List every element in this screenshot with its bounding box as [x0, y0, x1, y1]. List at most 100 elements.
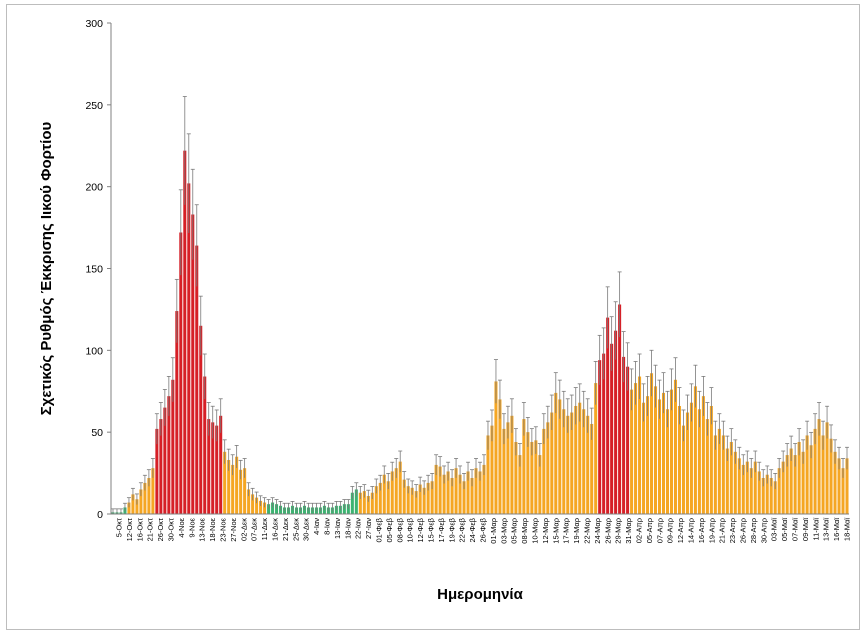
- bar-series: [111, 150, 849, 515]
- x-tick-label: 12-Απρ: [676, 518, 685, 543]
- x-tick-label: 05-Απρ: [645, 518, 654, 543]
- x-tick-label: 24-Φεβ: [468, 517, 477, 542]
- bar: [554, 392, 558, 514]
- bar: [681, 425, 685, 514]
- x-tick-label: 12-Μαρ: [541, 518, 550, 544]
- bar: [578, 402, 582, 514]
- bar: [490, 425, 494, 514]
- bar: [837, 458, 841, 514]
- x-tick-label: 16-Οκτ: [135, 518, 144, 541]
- bar: [634, 383, 638, 514]
- bar: [362, 491, 366, 514]
- bar: [474, 468, 478, 514]
- bar: [793, 455, 797, 514]
- x-tick-label: 21-Απρ: [718, 518, 727, 543]
- x-tick-label: 28-Απρ: [749, 518, 758, 543]
- x-tick-label: 29-Μαρ: [614, 518, 623, 544]
- bar: [510, 415, 514, 514]
- bar: [618, 304, 622, 514]
- bar: [785, 455, 789, 514]
- x-tick-label: 07-Απρ: [655, 518, 664, 543]
- bar: [534, 440, 538, 514]
- bar: [773, 481, 777, 514]
- bar: [450, 477, 454, 514]
- bar: [833, 451, 837, 514]
- bar: [470, 477, 474, 514]
- bar: [263, 502, 267, 514]
- bar: [462, 481, 466, 514]
- y-tick-label: 100: [85, 345, 103, 357]
- bar: [558, 399, 562, 514]
- bar: [626, 366, 630, 514]
- x-tick-label: 11-Δεκ: [260, 518, 269, 541]
- x-tick-label: 08-Φεβ: [395, 517, 404, 542]
- bar: [606, 317, 610, 514]
- bar: [406, 486, 410, 514]
- bar: [259, 500, 263, 514]
- bar: [466, 471, 470, 514]
- bar: [370, 492, 374, 514]
- x-tick-label: 30-Απρ: [759, 518, 768, 543]
- bar: [191, 214, 195, 515]
- bar: [813, 428, 817, 514]
- bar: [582, 409, 586, 514]
- x-tick-label: 21-Δεκ: [281, 518, 290, 541]
- bar: [546, 422, 550, 514]
- bar: [642, 402, 646, 514]
- bar: [147, 477, 151, 514]
- bar: [566, 415, 570, 514]
- bar: [530, 441, 534, 514]
- bar: [769, 477, 773, 514]
- bar: [705, 419, 709, 514]
- bar: [235, 456, 239, 514]
- bar: [570, 412, 574, 514]
- bar: [753, 461, 757, 514]
- y-tick-label: 50: [91, 427, 103, 439]
- bar: [542, 428, 546, 514]
- x-tick-label: 19-Μαρ: [572, 518, 581, 544]
- bar: [434, 464, 438, 514]
- y-tick-label: 0: [97, 509, 103, 521]
- x-tick-label: 01-Μαρ: [489, 518, 498, 544]
- bar: [414, 491, 418, 514]
- x-tick-label: 22-Φεβ: [458, 517, 467, 542]
- bar: [646, 396, 650, 514]
- bar: [765, 474, 769, 514]
- x-tick-label: 18-Μαϊ: [843, 518, 852, 541]
- bar: [167, 396, 171, 514]
- bar: [171, 379, 175, 514]
- x-tick-label: 30-Δεκ: [302, 518, 311, 541]
- bar: [458, 474, 462, 514]
- bar: [271, 502, 275, 514]
- bar: [402, 479, 406, 514]
- bar: [275, 504, 279, 514]
- bar: [594, 383, 598, 514]
- bar: [821, 435, 825, 514]
- x-tick-label: 01-Φεβ: [375, 517, 384, 542]
- y-tick-label: 250: [85, 100, 103, 112]
- x-tick-label: 25-Δεκ: [291, 518, 300, 541]
- x-tick-label: 22-Ιαν: [354, 518, 363, 539]
- x-tick-label: 30-Οκτ: [167, 518, 176, 541]
- bar: [350, 492, 354, 514]
- error-bar-series: [110, 96, 850, 514]
- x-tick-label: 31-Μαρ: [624, 518, 633, 544]
- bar: [725, 448, 729, 514]
- bar: [845, 458, 849, 514]
- bar: [203, 376, 207, 514]
- x-tick-label: 24-Μαρ: [593, 518, 602, 544]
- bar: [789, 448, 793, 514]
- y-axis-label: Σχετικός Ρυθμός Έκκρισης Ιικού Φορτίου: [38, 121, 55, 415]
- x-tick-label: 19-Απρ: [707, 518, 716, 543]
- x-tick-label: 21-Οκτ: [146, 518, 155, 541]
- bar: [430, 481, 434, 514]
- bar: [825, 422, 829, 514]
- bar: [841, 468, 845, 514]
- bar: [622, 356, 626, 514]
- bar: [713, 435, 717, 514]
- x-axis-ticks: 5-Οκτ 12-Οκτ 16-Οκτ 21-Οκτ 26-Οκτ 30-Οκτ 4-Νοε…: [115, 517, 852, 543]
- bar: [159, 419, 163, 514]
- bar: [247, 489, 251, 514]
- x-tick-label: 27-Νοε: [229, 517, 238, 541]
- bar: [183, 150, 187, 514]
